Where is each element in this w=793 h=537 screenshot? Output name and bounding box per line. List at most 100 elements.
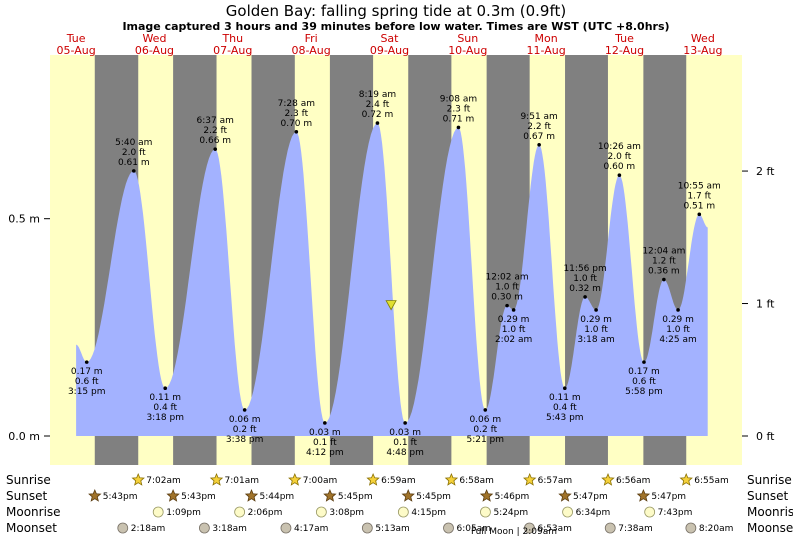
day-name-label: Sun [457, 32, 478, 45]
astro-row-label-right: Sunrise [747, 473, 792, 487]
moonset-icon [685, 522, 697, 534]
sunset-icon [636, 488, 651, 502]
day-date-label: 11-Aug [527, 44, 566, 57]
chart-title: Golden Bay: falling spring tide at 0.3m … [226, 2, 566, 20]
extreme-label-line: 0.29 m [498, 315, 530, 325]
extreme-label-line: 0.67 m [523, 132, 555, 142]
extreme-label: 11:56 pm1.0 ft0.32 m [563, 264, 606, 294]
extreme-label-line: 0.60 m [604, 162, 636, 172]
moonrise-time: 5:24pm [493, 508, 528, 518]
extreme-label-line: 3:18 am [577, 335, 614, 345]
sunset-icon [166, 488, 180, 502]
moonrise-icon [644, 506, 656, 518]
sunrise-icon [444, 472, 459, 486]
extreme-label: 0.29 m1.0 ft3:18 am [577, 315, 614, 345]
sunset-icon [401, 488, 415, 502]
extreme-label: 6:37 am2.2 ft0.66 m [197, 116, 234, 146]
sunrise-icon [209, 472, 224, 486]
moonrise-time: 7:43pm [658, 508, 693, 518]
extreme-label-line: 3:38 pm [226, 435, 264, 445]
extreme-label-line: 5:21 pm [466, 435, 504, 445]
sunset-icon [479, 488, 494, 502]
sunset-icon [558, 488, 572, 502]
extreme-label: 0.06 m0.2 ft5:21 pm [466, 415, 504, 445]
extreme-label-line: 0.66 m [199, 136, 231, 146]
day-date-label: 12-Aug [605, 44, 644, 57]
current-tide-marker [385, 300, 397, 311]
day-name-label: Wed [142, 32, 166, 45]
day-date-label: 06-Aug [135, 44, 174, 57]
extreme-label-line: 2.0 ft [122, 148, 146, 158]
sunrise-time: 6:57am [538, 476, 573, 486]
day-date-label: 05-Aug [57, 44, 96, 57]
extreme-label-line: 3:18 pm [146, 413, 184, 423]
day-name-label: Fri [305, 32, 318, 45]
extreme-label-line: 1.0 ft [584, 325, 608, 335]
extreme-label-line: 2.3 ft [447, 104, 471, 114]
sunrise-icon [523, 472, 537, 486]
extreme-point [583, 295, 587, 299]
extreme-label: 5:40 am2.0 ft0.61 m [115, 138, 152, 168]
extreme-label-line: 0.71 m [443, 114, 475, 124]
moonset-icon [443, 522, 454, 534]
extreme-label: 12:04 am1.2 ft0.36 m [642, 247, 685, 277]
moonrise-icon [152, 506, 164, 518]
moonset-icon [361, 522, 373, 534]
extreme-label-line: 0.03 m [389, 428, 421, 438]
sunset-icon [88, 488, 102, 502]
extreme-label-line: 0.30 m [491, 293, 523, 303]
extreme-point [213, 147, 218, 151]
extreme-label-line: 0.4 ft [153, 403, 177, 413]
sunset-icon [244, 488, 259, 502]
moonset-time: 6:05am [456, 524, 491, 534]
astro-row-label-left: Sunrise [6, 473, 51, 487]
extreme-label-line: 1.7 ft [687, 191, 711, 201]
extreme-label-line: 0.6 ft [632, 377, 656, 387]
y-tick-label-m: 0.5 m [8, 213, 40, 226]
extreme-label-line: 0.1 ft [393, 438, 417, 448]
extreme-point [84, 360, 89, 364]
sunrise-time: 7:01am [225, 476, 260, 486]
extreme-point [483, 408, 488, 412]
extreme-label-line: 2.2 ft [527, 122, 551, 132]
moonset-icon [280, 522, 292, 534]
extreme-point [403, 421, 407, 425]
extreme-label: 7:28 am2.3 ft0.70 m [278, 99, 315, 129]
moonrise-icon [315, 506, 327, 518]
extreme-label-line: 9:51 am [520, 112, 557, 122]
y-tick-label-ft: 1 ft [756, 298, 775, 311]
sunrise-icon [601, 472, 615, 486]
extreme-label: 0.03 m0.1 ft4:48 pm [386, 428, 424, 458]
extreme-label-line: 1.2 ft [652, 257, 676, 267]
sunrise-icon [366, 472, 380, 486]
day-date-label: 09-Aug [370, 44, 409, 57]
tide-area [76, 123, 708, 436]
moonrise-time: 2:06pm [248, 508, 283, 518]
extreme-label-line: 0.6 ft [75, 377, 99, 387]
moonset-time: 4:17am [294, 524, 329, 534]
extreme-label: 9:08 am2.3 ft0.71 m [440, 94, 477, 124]
extreme-label: 0.29 m1.0 ft4:25 am [659, 315, 696, 345]
moonset-time: 8:20am [699, 524, 734, 534]
extreme-label-line: 0.17 m [71, 367, 103, 377]
extreme-label-line: 2.2 ft [203, 126, 227, 136]
day-labels: Tue05-AugWed06-AugThu07-AugFri08-AugSat0… [57, 32, 723, 57]
moonset-time: 2:18am [131, 524, 166, 534]
extreme-label-line: 0.17 m [628, 367, 660, 377]
extreme-point [163, 386, 168, 390]
day-date-label: 08-Aug [292, 44, 331, 57]
extreme-label-line: 10:26 am [598, 142, 641, 152]
y-tick-label-ft: 2 ft [756, 165, 775, 178]
extreme-point [131, 169, 136, 173]
day-date-label: 07-Aug [213, 44, 252, 57]
sunset-time: 5:45pm [416, 492, 451, 502]
extreme-label-line: 12:04 am [642, 247, 685, 257]
moonset-icon [117, 522, 129, 534]
extreme-point [375, 121, 380, 125]
extreme-point [537, 143, 541, 147]
extreme-point [642, 360, 646, 364]
extreme-label-line: 1.0 ft [573, 274, 597, 284]
moonset-time: 3:18am [212, 524, 247, 534]
sunrise-icon [131, 472, 145, 486]
extreme-label-line: 1.0 ft [495, 283, 519, 293]
